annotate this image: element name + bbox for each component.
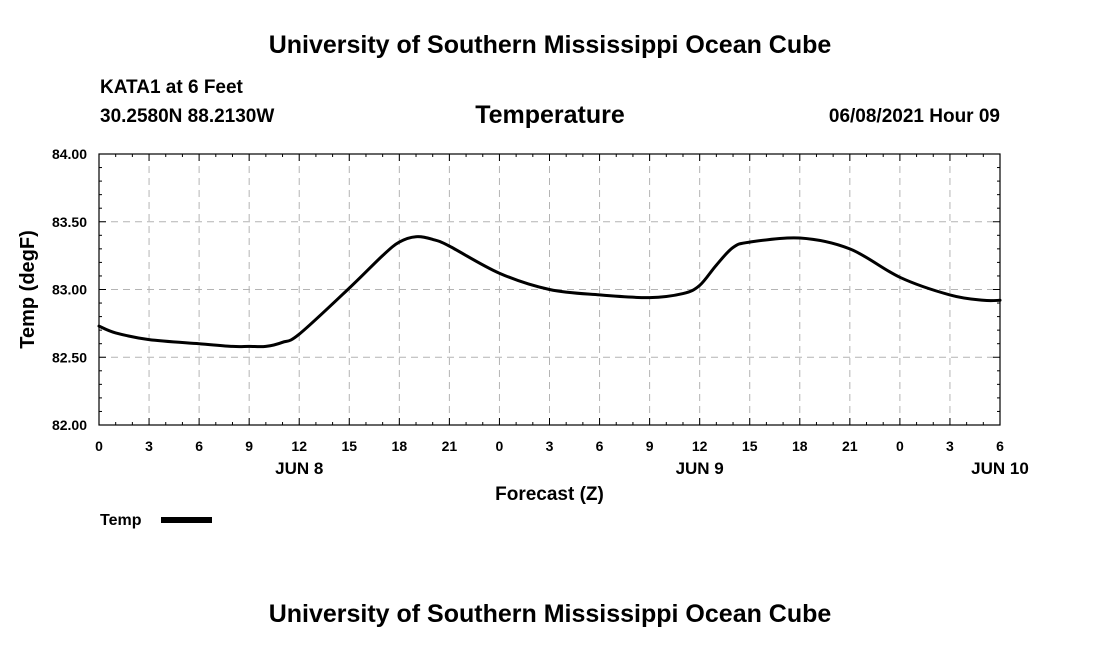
- date-label: JUN 10: [971, 459, 1029, 478]
- x-tick-label: 0: [896, 438, 904, 454]
- x-tick-label: 3: [946, 438, 954, 454]
- x-axis-title: Forecast (Z): [495, 484, 604, 505]
- station-name: KATA1 at 6 Feet: [100, 77, 243, 98]
- y-tick-label: 83.00: [52, 282, 87, 298]
- legend-label: Temp: [100, 512, 142, 529]
- y-tick-label: 83.50: [52, 214, 87, 230]
- x-tick-label: 0: [496, 438, 504, 454]
- date-label: JUN 8: [275, 459, 323, 478]
- x-tick-label: 21: [442, 438, 458, 454]
- y-tick-label: 82.50: [52, 349, 87, 365]
- x-tick-label: 15: [742, 438, 758, 454]
- x-tick-label: 9: [245, 438, 253, 454]
- x-tick-label: 18: [792, 438, 808, 454]
- chart-title: Temperature: [475, 101, 625, 129]
- y-tick-label: 82.00: [52, 417, 87, 433]
- x-tick-label: 15: [341, 438, 357, 454]
- series-line-temp: [97, 235, 1002, 349]
- y-axis-title: Temp (degF): [17, 230, 39, 349]
- x-tick-label: 0: [95, 438, 103, 454]
- x-tick-label: 12: [692, 438, 708, 454]
- footer-title: University of Southern Mississippi Ocean…: [268, 600, 832, 628]
- x-tick-label: 6: [596, 438, 604, 454]
- y-tick-label: 84.00: [52, 146, 87, 162]
- x-tick-label: 12: [291, 438, 307, 454]
- x-tick-label: 18: [392, 438, 408, 454]
- x-tick-label: 6: [996, 438, 1004, 454]
- forecast-datetime: 06/08/2021 Hour 09: [828, 106, 1000, 127]
- x-tick-label: 21: [842, 438, 858, 454]
- x-tick-label: 3: [546, 438, 554, 454]
- x-tick-label: 6: [195, 438, 203, 454]
- x-tick-label: 3: [145, 438, 153, 454]
- date-label: JUN 9: [676, 459, 724, 478]
- station-coordinates: 30.2580N 88.2130W: [100, 106, 275, 127]
- page-title: University of Southern Mississippi Ocean…: [268, 31, 832, 59]
- x-tick-label: 9: [646, 438, 654, 454]
